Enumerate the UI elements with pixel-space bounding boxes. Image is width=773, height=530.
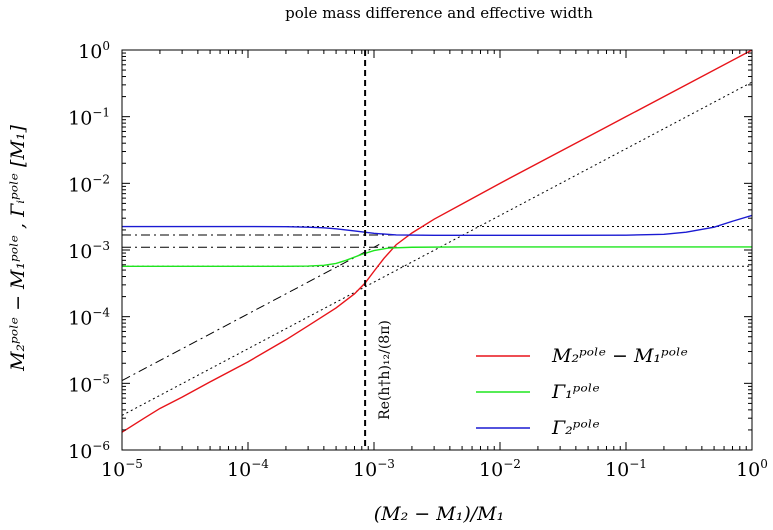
y-tick-label: 10−3	[68, 239, 110, 263]
plot-area	[122, 50, 752, 450]
x-tick-label: 10−3	[353, 457, 395, 481]
y-axis-label: M₂ᵖᵒˡᵉ − M₁ᵖᵒˡᵉ , Γᵢᵖᵒˡᵉ [M₁]	[7, 124, 29, 371]
series-line-2	[122, 215, 752, 235]
x-tick-label: 10−4	[227, 457, 269, 481]
x-tick-label: 10−2	[479, 457, 521, 481]
legend-label: M₂ᵖᵒˡᵉ − M₁ᵖᵒˡᵉ	[551, 345, 688, 367]
series-line-0	[122, 50, 752, 432]
y-tick-label: 10−5	[68, 372, 110, 396]
y-tick-label: 10−2	[68, 172, 110, 196]
series-line-1	[122, 247, 752, 266]
legend-label: Γ₁ᵖᵒˡᵉ	[551, 381, 600, 403]
vertical-marker-label: Re(h†h)₁₂/(8π)	[377, 320, 393, 420]
plot-frame	[122, 50, 752, 450]
y-tick-label: 100	[78, 39, 110, 63]
legend-label: Γ₂ᵖᵒˡᵉ	[551, 417, 600, 439]
x-tick-label: 10−1	[605, 457, 647, 481]
tick-labels: 10−5 10−4 10−3 10−2 10−1 10010−610−510−410−31…	[68, 39, 768, 481]
y-tick-label: 10−4	[68, 306, 110, 330]
legend: M₂ᵖᵒˡᵉ − M₁ᵖᵒˡᵉ Γ₁ᵖᵒˡᵉ Γ₂ᵖᵒˡᵉ	[476, 345, 688, 439]
x-axis-label: (M₂ − M₁)/M₁	[374, 503, 504, 525]
x-tick-label: 100	[736, 457, 768, 481]
axis-ticks	[122, 50, 752, 450]
x-tick-label: 10−5	[101, 457, 143, 481]
y-tick-label: 10−1	[68, 106, 110, 130]
chart-title: pole mass difference and effective width	[285, 4, 593, 22]
